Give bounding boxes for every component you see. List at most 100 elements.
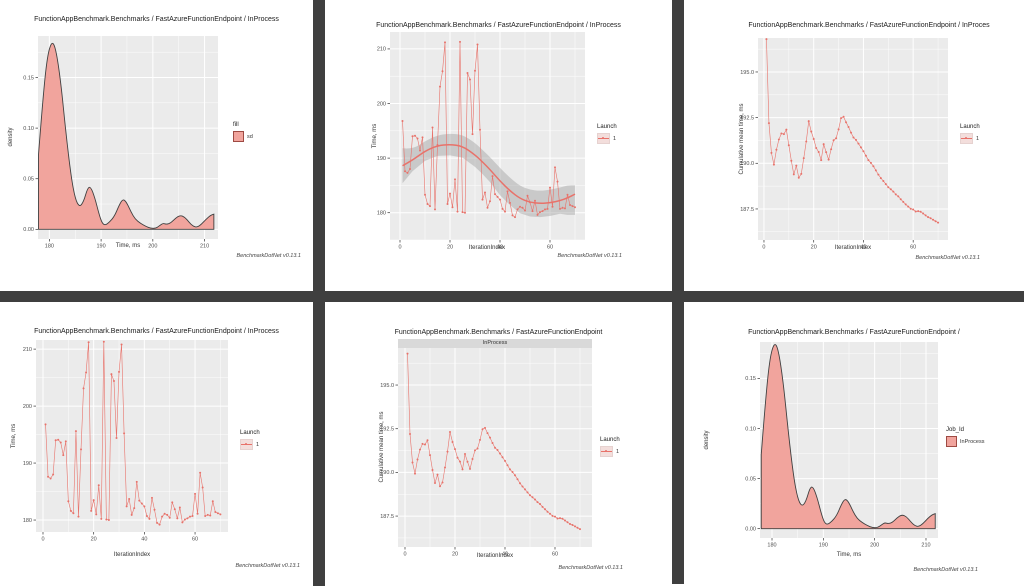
panel-cumulative-mean-facet: FunctionAppBenchmark.Benchmarks / FastAz… xyxy=(325,302,672,586)
svg-text:0.15: 0.15 xyxy=(745,376,756,382)
legend-item: 1 xyxy=(597,133,617,144)
svg-text:60: 60 xyxy=(547,245,553,251)
plot-area xyxy=(758,38,948,240)
svg-text:200: 200 xyxy=(870,543,879,549)
svg-text:0: 0 xyxy=(398,245,401,251)
x-axis-label: Time, ms xyxy=(115,243,141,249)
benchmarkdotnet-version-note: BenchmarkDotNet v0.13.1 xyxy=(558,565,623,571)
legend-item: InProcess xyxy=(946,436,984,447)
y-axis-label: Cumulative mean time, ms xyxy=(739,103,745,175)
svg-text:187.5: 187.5 xyxy=(740,207,754,213)
svg-text:195.0: 195.0 xyxy=(380,383,394,389)
legend-item-label: 1 xyxy=(613,135,617,142)
legend: Launch 1 xyxy=(960,124,980,144)
y-axis-label: Time, ms xyxy=(372,123,378,149)
axis-ticks: 180 190 200 210 0.00 0.05 0.10 0.15 xyxy=(23,75,209,249)
svg-text:0.00: 0.00 xyxy=(23,227,34,233)
svg-text:20: 20 xyxy=(91,537,97,543)
cumulative-mean-plot: 0 20 40 60 187.5 190.0 192.5 195.0 xyxy=(380,348,592,558)
legend-item: 1 xyxy=(240,439,260,450)
svg-text:0: 0 xyxy=(41,537,44,543)
legend-key-fill-icon xyxy=(233,131,244,142)
svg-text:0.00: 0.00 xyxy=(745,526,756,532)
gridlines xyxy=(390,32,585,241)
svg-text:0.10: 0.10 xyxy=(745,426,756,432)
svg-text:20: 20 xyxy=(811,245,817,251)
axis-ticks: 0 20 40 60 187.5 190.0 192.5 195.0 xyxy=(740,70,916,251)
svg-text:60: 60 xyxy=(552,552,558,558)
gridlines xyxy=(758,38,948,240)
svg-text:190: 190 xyxy=(819,543,828,549)
svg-text:0.10: 0.10 xyxy=(23,126,34,132)
svg-text:190: 190 xyxy=(97,244,106,250)
gridlines xyxy=(398,348,592,547)
axis-ticks: 180 190 200 210 0.00 0.05 0.10 0.15 xyxy=(745,376,930,548)
panel-timeline-smooth: FunctionAppBenchmark.Benchmarks / FastAz… xyxy=(325,0,672,291)
legend-key-line-icon xyxy=(960,133,973,144)
svg-text:190: 190 xyxy=(377,156,386,162)
x-axis-label: IterationIndex xyxy=(468,245,506,251)
y-axis-label: Time, ms xyxy=(11,423,17,449)
svg-text:190: 190 xyxy=(23,461,32,467)
legend-item-label: InProcess xyxy=(960,438,985,445)
svg-text:190.0: 190.0 xyxy=(380,470,394,476)
legend: fill sd xyxy=(233,122,253,142)
legend-key-fill-icon xyxy=(946,436,957,447)
benchmarkdotnet-version-note: BenchmarkDotNet v0.13.1 xyxy=(915,255,980,261)
chart-title: FunctionAppBenchmark.Benchmarks / FastAz… xyxy=(394,329,603,336)
panel-cumulative-mean-topright: FunctionAppBenchmark.Benchmarks / FastAz… xyxy=(684,0,1024,291)
axis-ticks: 0 20 40 60 180 190 200 210 xyxy=(23,347,198,543)
benchmarkdotnet-version-note: BenchmarkDotNet v0.13.1 xyxy=(913,567,978,573)
legend-title: Launch xyxy=(240,430,260,436)
chart-title: FunctionAppBenchmark.Benchmarks / FastAz… xyxy=(748,22,990,29)
svg-text:200: 200 xyxy=(148,244,157,250)
legend-title: Launch xyxy=(960,124,980,130)
axis-ticks: 0 20 40 60 187.5 190.0 192.5 195.0 xyxy=(380,383,558,558)
plot-area xyxy=(36,340,228,532)
svg-text:210: 210 xyxy=(377,47,386,53)
svg-text:60: 60 xyxy=(192,537,198,543)
panel-density-topleft: FunctionAppBenchmark.Benchmarks / FastAz… xyxy=(0,0,313,291)
svg-text:210: 210 xyxy=(23,347,32,353)
legend: Job_Id InProcess xyxy=(946,427,984,447)
density-area xyxy=(760,344,936,530)
panel-timeline-bottomleft: FunctionAppBenchmark.Benchmarks / FastAz… xyxy=(0,302,313,586)
legend-title: fill xyxy=(233,122,239,128)
confidence-band xyxy=(402,133,575,218)
x-axis-label: IterationIndex xyxy=(113,552,151,558)
benchmarkdotnet-version-note: BenchmarkDotNet v0.13.1 xyxy=(557,253,622,259)
x-axis-label: IterationIndex xyxy=(834,245,872,251)
svg-text:0.05: 0.05 xyxy=(23,177,34,183)
legend-key-line-icon xyxy=(600,446,613,457)
svg-text:200: 200 xyxy=(23,404,32,410)
legend: Launch 1 xyxy=(597,124,617,144)
svg-text:180: 180 xyxy=(767,543,776,549)
svg-text:20: 20 xyxy=(452,552,458,558)
svg-text:210: 210 xyxy=(200,244,209,250)
benchmarkdotnet-version-note: BenchmarkDotNet v0.13.1 xyxy=(235,563,300,569)
chart-title: FunctionAppBenchmark.Benchmarks / FastAz… xyxy=(748,329,960,336)
legend-item-label: 1 xyxy=(976,135,980,142)
loess-smooth-line xyxy=(402,144,576,204)
svg-text:60: 60 xyxy=(910,245,916,251)
y-axis-label: density xyxy=(704,430,710,450)
svg-text:180: 180 xyxy=(377,211,386,217)
legend-title: Launch xyxy=(597,124,617,130)
svg-text:192.5: 192.5 xyxy=(380,427,394,433)
panel-divider-horizontal xyxy=(0,291,1024,302)
svg-text:40: 40 xyxy=(860,245,866,251)
y-axis-label: Cumulative mean time, ms xyxy=(379,411,385,483)
svg-text:195.0: 195.0 xyxy=(740,70,754,76)
legend-item: 1 xyxy=(960,133,980,144)
svg-text:20: 20 xyxy=(447,245,453,251)
svg-text:200: 200 xyxy=(377,101,386,107)
gridlines xyxy=(36,340,228,532)
chart-title: FunctionAppBenchmark.Benchmarks / FastAz… xyxy=(376,22,621,29)
density-area xyxy=(38,42,215,230)
legend-key-line-icon xyxy=(240,439,253,450)
legend-key-line-icon xyxy=(597,133,610,144)
series-1 xyxy=(401,40,576,219)
facet-strip: InProcess xyxy=(398,339,592,348)
x-axis-label: Time, ms xyxy=(836,552,862,558)
cumulative-mean-plot: 0 20 40 60 187.5 190.0 192.5 195.0 xyxy=(740,38,948,251)
